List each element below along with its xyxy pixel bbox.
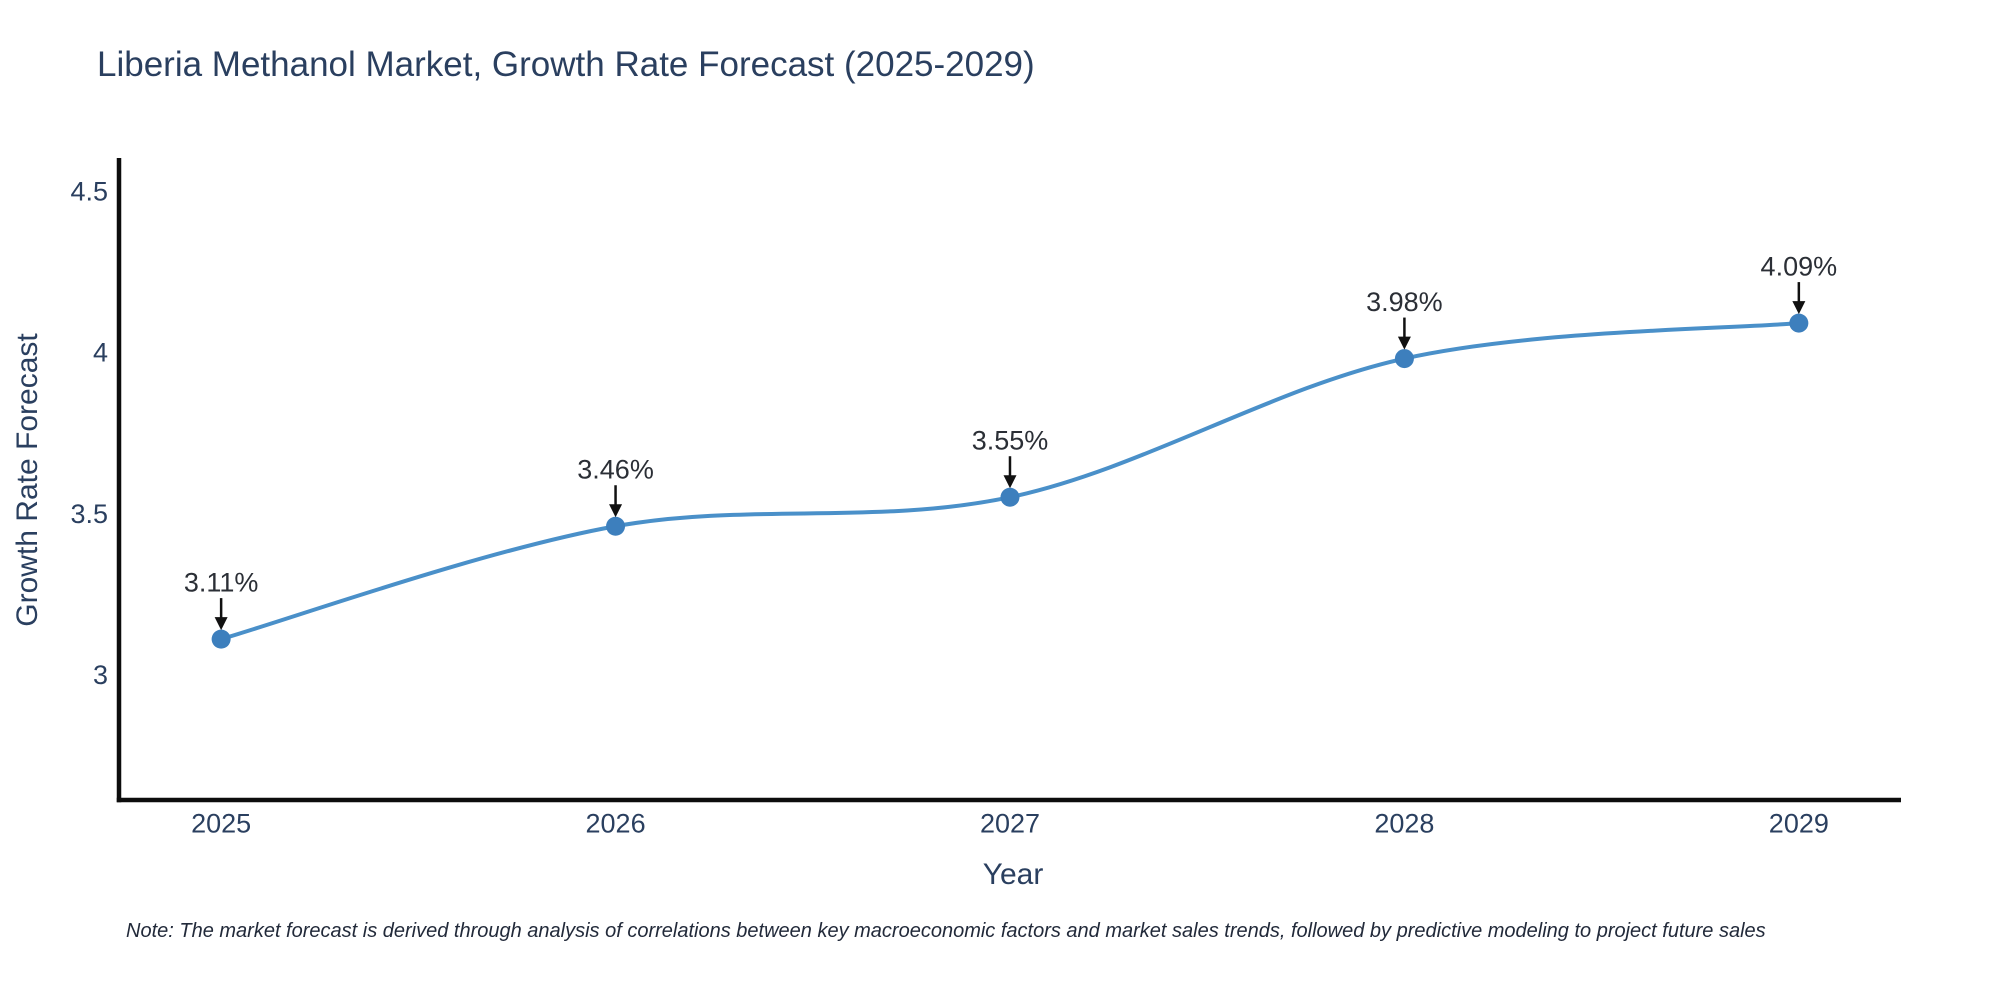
x-tick-label: 2026 (586, 808, 646, 838)
data-point-marker (606, 516, 626, 536)
y-tick-label: 4 (93, 338, 108, 368)
footnote: Note: The market forecast is derived thr… (126, 920, 1766, 942)
y-tick-label: 4.5 (70, 176, 108, 206)
annotation-arrowhead (609, 504, 623, 518)
annotation-label: 3.55% (972, 426, 1049, 456)
chart-title: Liberia Methanol Market, Growth Rate For… (97, 45, 1035, 84)
y-axis-title: Growth Rate Forecast (11, 333, 44, 627)
x-axis-title: Year (982, 858, 1044, 891)
data-point-marker (1394, 349, 1414, 369)
data-point-marker (211, 629, 231, 649)
y-tick-label: 3 (93, 660, 108, 690)
annotation-arrowhead (1003, 475, 1017, 489)
annotation-arrowhead (1792, 301, 1806, 315)
annotation-label: 3.46% (577, 455, 654, 485)
x-tick-label: 2029 (1769, 808, 1829, 838)
annotation-label: 3.11% (184, 568, 259, 598)
data-point-marker (1000, 487, 1020, 507)
annotation-arrowhead (1397, 336, 1411, 350)
annotation-label: 4.09% (1761, 252, 1838, 282)
annotation-label: 3.98% (1366, 287, 1443, 317)
x-tick-label: 2025 (191, 808, 251, 838)
x-tick-label: 2028 (1374, 808, 1434, 838)
y-tick-label: 3.5 (70, 499, 108, 529)
data-point-marker (1789, 313, 1809, 333)
annotation-arrowhead (214, 617, 228, 631)
x-tick-label: 2027 (980, 808, 1040, 838)
